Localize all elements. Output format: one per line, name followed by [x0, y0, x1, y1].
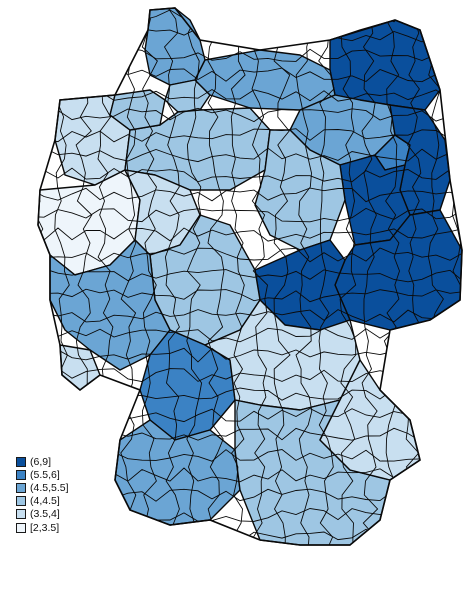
legend-swatch	[16, 496, 26, 507]
legend-label: (5.5,6]	[30, 468, 60, 481]
district-border	[38, 187, 462, 203]
district-border	[186, 8, 203, 545]
district-borders	[30, 8, 464, 561]
district-border	[38, 147, 462, 163]
region-mecklenburg-east	[329, 19, 441, 111]
legend-item: (4,4.5]	[16, 495, 136, 508]
region-bremen	[109, 89, 166, 131]
district-border	[339, 8, 357, 545]
region-schleswig-holstein-north	[144, 7, 206, 86]
legend-item: (5.5,6]	[16, 468, 136, 481]
legend-label: (4.5,5.5]	[30, 481, 69, 494]
legend-item: (4.5,5.5]	[16, 481, 136, 494]
district-border	[38, 247, 462, 263]
regions-layer	[37, 7, 463, 546]
legend-label: (6,9]	[30, 455, 52, 468]
district-border	[383, 8, 400, 545]
legend-label: (3.5,4]	[30, 508, 60, 521]
district-border	[295, 8, 313, 545]
legend-label: [2,3.5]	[30, 521, 60, 534]
district-border	[38, 107, 462, 123]
district-border	[405, 8, 423, 545]
district-border	[38, 207, 462, 223]
district-border	[38, 128, 462, 143]
district-border	[30, 548, 464, 561]
district-border	[273, 8, 291, 545]
district-border	[141, 8, 158, 545]
legend-swatch	[16, 469, 26, 480]
legend-item: (3.5,4]	[16, 508, 136, 521]
region-lower-saxony-east	[124, 107, 271, 191]
legend-label: (4,4.5]	[30, 495, 60, 508]
district-border	[207, 8, 225, 545]
district-border	[38, 227, 462, 243]
district-border	[38, 268, 462, 283]
legend-swatch	[16, 482, 26, 493]
district-border	[38, 167, 462, 183]
legend-item: [2,3.5]	[16, 521, 136, 534]
district-border	[38, 8, 462, 23]
district-border	[318, 8, 335, 545]
legend-swatch	[16, 456, 26, 467]
legend-swatch	[16, 509, 26, 520]
legend-item: (6,9]	[16, 455, 136, 468]
district-border	[38, 288, 462, 303]
legend-swatch	[16, 522, 26, 533]
map-legend: (6,9] (5.5,6] (4.5,5.5] (4,4.5] (3.5,4] …	[16, 455, 136, 534]
district-border	[230, 8, 246, 545]
district-border	[361, 8, 379, 545]
district-border	[38, 309, 462, 323]
district-border	[120, 8, 137, 545]
country-outline	[37, 7, 463, 546]
